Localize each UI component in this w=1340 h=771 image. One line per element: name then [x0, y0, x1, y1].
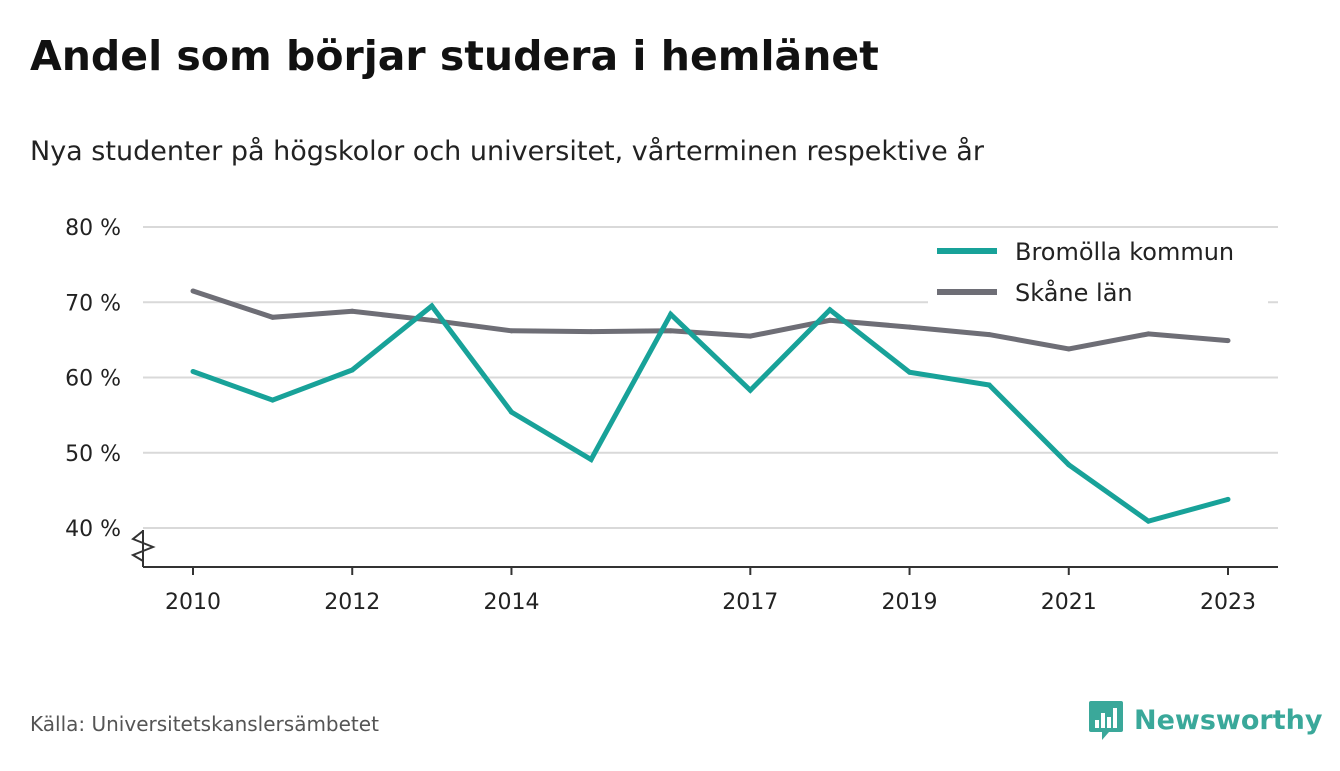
data-point — [270, 314, 276, 320]
axes — [130, 530, 1278, 568]
legend-label: Skåne län — [1015, 278, 1133, 307]
data-point — [429, 317, 435, 323]
legend-label: Bromölla kommun — [1015, 238, 1234, 266]
y-tick-label: 70 % — [65, 291, 121, 316]
y-axis-tick-labels: 40 % 50 % 60 % 70 % 80 % — [65, 216, 121, 542]
y-tick-label: 40 % — [65, 517, 121, 542]
data-point — [508, 328, 514, 334]
chart-subtitle: Nya studenter på högskolor och universit… — [30, 136, 984, 167]
data-point — [1066, 462, 1072, 468]
series-line — [192, 288, 1229, 352]
x-tick-label: 2017 — [722, 590, 778, 615]
series-lines — [190, 288, 1231, 524]
x-tick-label: 2012 — [324, 590, 380, 615]
data-point — [588, 457, 594, 463]
bar-chart-speech-bubble-icon — [1089, 701, 1123, 740]
data-point — [907, 369, 913, 375]
data-point — [827, 307, 833, 313]
source-note: Källa: Universitetskanslersämbetet — [30, 712, 379, 736]
data-point — [508, 409, 514, 415]
data-point — [429, 303, 435, 309]
legend: Bromölla kommun Skåne län — [928, 232, 1268, 310]
y-tick-label: 60 % — [65, 367, 121, 392]
brand-name: Newsworthy — [1134, 704, 1323, 736]
data-point — [1225, 496, 1231, 502]
data-point — [1145, 518, 1151, 524]
data-point — [1225, 338, 1231, 344]
data-point — [349, 308, 355, 314]
x-tick-label: 2010 — [165, 590, 221, 615]
x-tick-label: 2014 — [483, 590, 539, 615]
data-point — [1145, 331, 1151, 337]
brand-logo: Newsworthy — [1088, 698, 1322, 742]
data-point — [190, 368, 196, 374]
data-point — [588, 329, 594, 335]
legend-background — [928, 232, 1268, 310]
x-tick-label: 2023 — [1200, 590, 1256, 615]
data-point — [270, 397, 276, 403]
data-point — [349, 367, 355, 373]
chart-title: Andel som börjar studera i hemlänet — [30, 32, 879, 80]
x-tick-label: 2019 — [882, 590, 938, 615]
data-point — [986, 332, 992, 338]
y-tick-label: 50 % — [65, 442, 121, 467]
data-point — [907, 324, 913, 330]
data-point — [986, 382, 992, 388]
zigzag-axis-break-icon — [130, 530, 156, 562]
x-tick-label: 2021 — [1041, 590, 1097, 615]
data-point — [668, 311, 674, 317]
data-point — [1066, 346, 1072, 352]
x-axis-tick-labels: 2010 2012 2014 2017 2019 2021 2023 — [165, 567, 1256, 615]
data-point — [827, 317, 833, 323]
y-tick-label: 80 % — [65, 216, 121, 241]
data-point — [668, 328, 674, 334]
data-point — [190, 288, 196, 294]
data-point — [747, 333, 753, 339]
data-point — [747, 387, 753, 393]
series-line — [192, 302, 1229, 524]
